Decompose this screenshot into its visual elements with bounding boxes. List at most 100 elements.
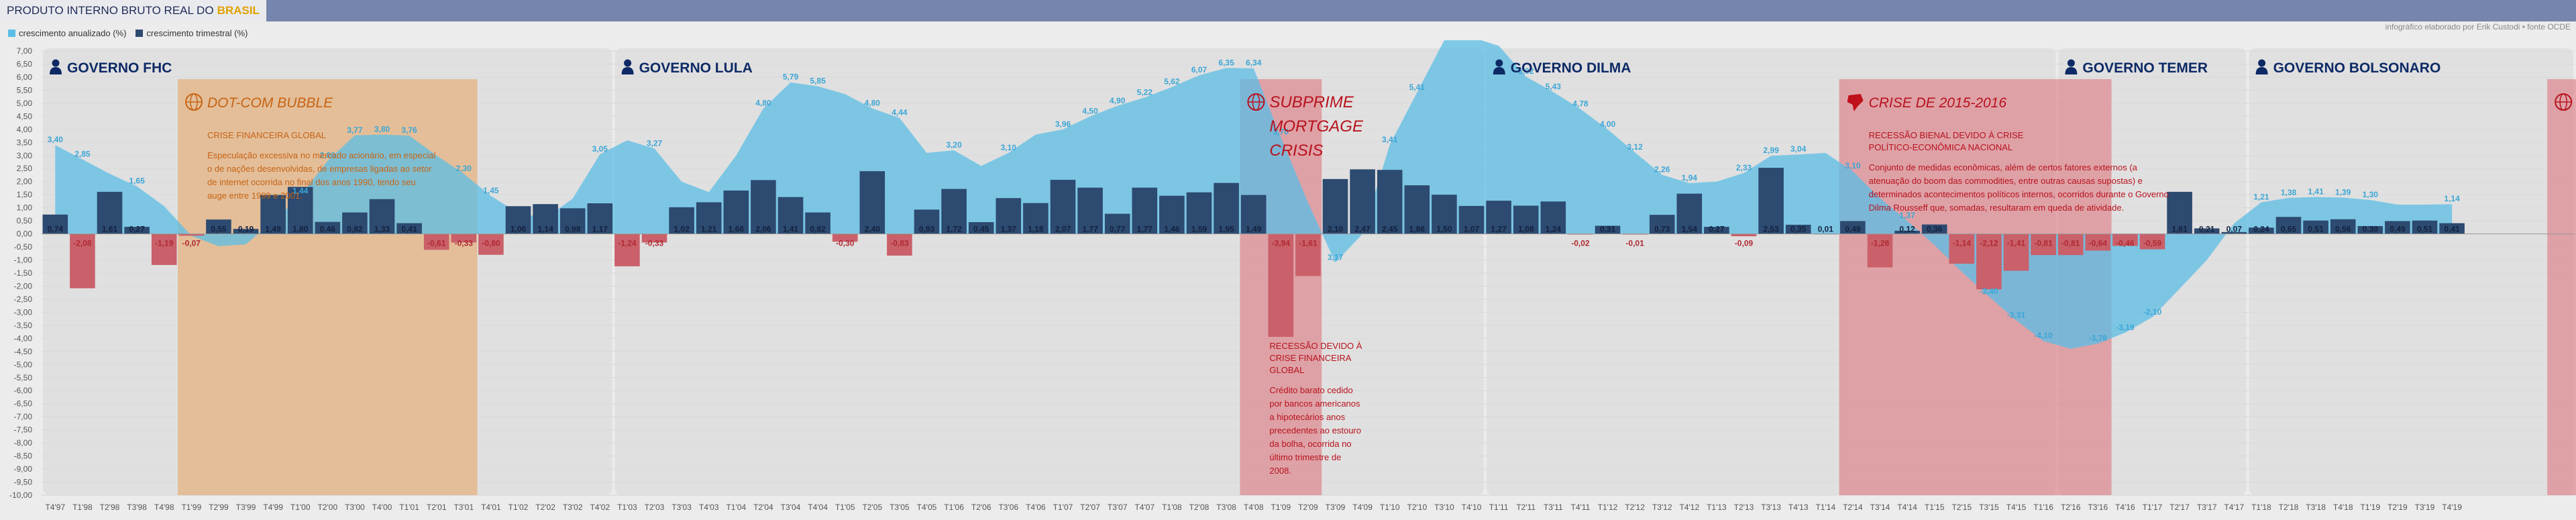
government-title: GOVERNO TEMER bbox=[2082, 60, 2208, 76]
x-tick-label: T3'19 bbox=[2415, 503, 2435, 512]
crisis-description: Conjunto de medidas econômicas, além de … bbox=[1869, 162, 2138, 172]
x-tick-label: T4'05 bbox=[917, 503, 937, 512]
quarterly-growth-bar bbox=[1432, 195, 1457, 234]
bar-value-label: 1,07 bbox=[1464, 225, 1480, 234]
quarterly-growth-bar bbox=[751, 180, 776, 234]
x-tick-label: T3'09 bbox=[1326, 503, 1346, 512]
y-tick-label: -0,50 bbox=[14, 242, 33, 252]
quarterly-growth-bar bbox=[2221, 231, 2247, 234]
quarterly-growth-bar bbox=[859, 171, 885, 234]
quarterly-growth-bar bbox=[505, 206, 531, 234]
x-tick-label: T2'12 bbox=[1625, 503, 1645, 512]
x-tick-label: T2'08 bbox=[1189, 503, 1210, 512]
area-value-label: 3,96 bbox=[1055, 119, 1071, 129]
bar-value-label: 0,01 bbox=[1818, 225, 1834, 234]
area-value-label: -4,10 bbox=[2034, 331, 2053, 340]
x-tick-label: T4'19 bbox=[2442, 503, 2462, 512]
area-value-label: 5,22 bbox=[1137, 87, 1153, 97]
bar-value-label: 0,93 bbox=[919, 225, 935, 234]
quarterly-growth-bar bbox=[587, 203, 613, 234]
bar-value-label: -0,09 bbox=[1735, 239, 1754, 248]
area-value-label: 1,45 bbox=[483, 186, 499, 195]
bar-value-label: 0,31 bbox=[1600, 225, 1616, 234]
area-value-label: 1,41 bbox=[2308, 187, 2324, 197]
quarterly-growth-bar bbox=[2275, 217, 2302, 234]
area-value-label: 3,40 bbox=[48, 135, 64, 144]
x-tick-label: T2'02 bbox=[535, 503, 555, 512]
quarterly-growth-bar bbox=[1132, 187, 1158, 234]
area-value-label: 1,94 bbox=[1682, 173, 1698, 183]
crisis-subtitle: RECESSÃO BIENAL DEVIDO À CRISE bbox=[1869, 130, 2024, 140]
quarterly-growth-bar bbox=[2139, 233, 2165, 250]
x-tick-label: T2'06 bbox=[971, 503, 991, 512]
bar-value-label: 1,02 bbox=[674, 225, 690, 234]
bar-value-label: 2,07 bbox=[1055, 225, 1071, 234]
y-tick-label: -4,50 bbox=[14, 347, 33, 356]
area-value-label: -3,78 bbox=[2089, 333, 2108, 343]
quarterly-growth-bar bbox=[968, 222, 994, 234]
area-value-label: 4,44 bbox=[892, 108, 908, 117]
x-tick-label: T3'12 bbox=[1652, 503, 1672, 512]
quarterly-growth-bar bbox=[696, 202, 722, 234]
government-title: GOVERNO LULA bbox=[639, 60, 753, 76]
x-tick-label: T2'03 bbox=[645, 503, 665, 512]
x-tick-label: T2'11 bbox=[1516, 503, 1536, 512]
brazil-map-icon bbox=[1847, 94, 1864, 111]
bar-value-label: 0,82 bbox=[810, 225, 826, 234]
y-tick-label: -6,50 bbox=[14, 399, 33, 409]
y-tick-label: -2,00 bbox=[14, 281, 33, 291]
bar-value-label: 0,51 bbox=[2308, 225, 2324, 234]
bar-value-label: 1,66 bbox=[729, 225, 745, 234]
quarterly-growth-bar bbox=[559, 208, 586, 234]
quarterly-growth-bar bbox=[614, 233, 640, 266]
area-value-label: 4,00 bbox=[1600, 119, 1616, 129]
title-accent: BRASIL bbox=[217, 4, 260, 17]
y-tick-label: 5,00 bbox=[17, 99, 33, 108]
bar-value-label: 2,40 bbox=[865, 225, 881, 234]
bar-value-label: 0,41 bbox=[401, 225, 417, 234]
quarterly-growth-bar bbox=[1023, 203, 1049, 234]
x-tick-label: T4'00 bbox=[372, 503, 392, 512]
x-tick-label: T4'15 bbox=[2006, 503, 2027, 512]
bar-value-label: 2,53 bbox=[1763, 225, 1779, 234]
area-value-label: 5,79 bbox=[783, 72, 799, 82]
x-tick-label: T4'98 bbox=[154, 503, 174, 512]
bar-value-label: 1,86 bbox=[1409, 225, 1426, 234]
area-value-label: 1,38 bbox=[2281, 188, 2297, 197]
quarterly-growth-bar bbox=[914, 209, 940, 234]
bar-value-label: 0,49 bbox=[1845, 225, 1861, 234]
bar-value-label: 0,51 bbox=[2417, 225, 2433, 234]
y-tick-label: -9,00 bbox=[14, 464, 33, 474]
quarterly-growth-bar bbox=[1921, 224, 1947, 234]
quarterly-growth-bar bbox=[2112, 233, 2138, 246]
area-value-label: 3,04 bbox=[1790, 144, 1807, 154]
bar-value-label: 1,21 bbox=[701, 225, 717, 234]
person-icon bbox=[2067, 59, 2075, 67]
x-tick-label: T3'01 bbox=[453, 503, 474, 512]
quarterly-growth-bar bbox=[2303, 220, 2328, 234]
crisis-description: da bolha, ocorrida no bbox=[1269, 439, 1351, 449]
area-value-label: -2,40 bbox=[1980, 287, 1998, 296]
x-tick-label: T1'10 bbox=[1380, 503, 1400, 512]
quarterly-growth-bar bbox=[2385, 221, 2410, 234]
x-tick-label: T1'15 bbox=[1925, 503, 1945, 512]
quarterly-growth-bar bbox=[669, 207, 694, 234]
crisis-description: o de nações desenvolvidas, de empresas l… bbox=[207, 164, 432, 174]
x-tick-label: T3'15 bbox=[1979, 503, 1999, 512]
crisis-subtitle: CRISE FINANCEIRA GLOBAL bbox=[207, 130, 326, 140]
y-tick-label: -1,00 bbox=[14, 256, 33, 265]
crisis-description: Crédito barato cedido bbox=[1269, 385, 1352, 395]
bar-value-label: 0,35 bbox=[1790, 225, 1807, 234]
y-tick-label: -3,50 bbox=[14, 321, 33, 330]
x-tick-label: T3'02 bbox=[563, 503, 583, 512]
x-tick-label: T4'07 bbox=[1134, 503, 1155, 512]
quarterly-growth-bar bbox=[941, 189, 967, 234]
x-tick-label: T2'00 bbox=[317, 503, 337, 512]
area-value-label: 2,26 bbox=[1654, 165, 1670, 174]
x-tick-label: T1'01 bbox=[399, 503, 419, 512]
y-tick-label: -4,00 bbox=[14, 333, 33, 343]
area-value-label: 3,10 bbox=[1845, 161, 1861, 170]
x-tick-label: T1'00 bbox=[290, 503, 311, 512]
area-value-label: 3,77 bbox=[347, 125, 363, 135]
crisis-description: 2008. bbox=[1269, 466, 1291, 476]
